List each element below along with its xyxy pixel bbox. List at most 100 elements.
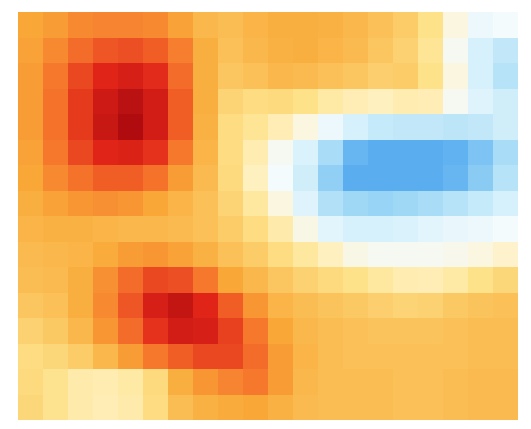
- heatmap-cell: [43, 38, 69, 64]
- heatmap-cell: [143, 369, 169, 395]
- heatmap-cell: [268, 114, 294, 140]
- heatmap-cell: [168, 140, 194, 166]
- heatmap-cell: [493, 318, 518, 344]
- heatmap-cell: [93, 114, 119, 140]
- heatmap-cell: [93, 242, 119, 268]
- heatmap-cell: [18, 191, 44, 217]
- heatmap-cell: [193, 12, 219, 38]
- heatmap-cell: [343, 293, 369, 319]
- heatmap-cell: [143, 38, 169, 64]
- heatmap-cell: [243, 165, 269, 191]
- heatmap-cell: [393, 38, 419, 64]
- heatmap-cell: [68, 344, 94, 370]
- heatmap-cell: [243, 369, 269, 395]
- heatmap-cell: [293, 165, 319, 191]
- heatmap-cell: [343, 369, 369, 395]
- heatmap-cell: [368, 89, 394, 115]
- heatmap-cell: [318, 344, 344, 370]
- heatmap-cell: [18, 89, 44, 115]
- heatmap-cell: [293, 344, 319, 370]
- heatmap-cell: [68, 369, 94, 395]
- heatmap-cell: [343, 344, 369, 370]
- heatmap-cell: [318, 89, 344, 115]
- heatmap-cell: [218, 38, 244, 64]
- heatmap-cell: [43, 114, 69, 140]
- heatmap-cell: [243, 140, 269, 166]
- heatmap-cell: [118, 293, 144, 319]
- heatmap-cell: [493, 38, 518, 64]
- heatmap-cell: [468, 369, 494, 395]
- heatmap-cell: [318, 318, 344, 344]
- heatmap-cell: [418, 395, 444, 421]
- heatmap-cell: [293, 267, 319, 293]
- heatmap-cell: [218, 242, 244, 268]
- heatmap-cell: [43, 63, 69, 89]
- heatmap-cell: [168, 344, 194, 370]
- heatmap-cell: [493, 242, 518, 268]
- heatmap-cell: [468, 191, 494, 217]
- heatmap-cell: [143, 344, 169, 370]
- heatmap-cell: [218, 369, 244, 395]
- heatmap-cell: [243, 114, 269, 140]
- heatmap-cell: [43, 344, 69, 370]
- heatmap-cell: [143, 395, 169, 421]
- heatmap-cell: [243, 395, 269, 421]
- heatmap-cell: [393, 191, 419, 217]
- heatmap-cell: [93, 191, 119, 217]
- heatmap-cell: [18, 242, 44, 268]
- heatmap-cell: [293, 38, 319, 64]
- heatmap-cell: [493, 165, 518, 191]
- heatmap-cell: [468, 318, 494, 344]
- heatmap-cell: [443, 12, 469, 38]
- heatmap-cell: [43, 293, 69, 319]
- heatmap-cell: [293, 293, 319, 319]
- heatmap-cell: [93, 293, 119, 319]
- heatmap-cell: [393, 216, 419, 242]
- heatmap-cell: [368, 267, 394, 293]
- heatmap-cell: [68, 267, 94, 293]
- heatmap-cell: [243, 344, 269, 370]
- heatmap-cell: [68, 165, 94, 191]
- heatmap-cell: [68, 114, 94, 140]
- heatmap-cell: [243, 89, 269, 115]
- heatmap-cell: [118, 242, 144, 268]
- heatmap-cell: [118, 395, 144, 421]
- heatmap-cell: [343, 242, 369, 268]
- heatmap-cell: [18, 38, 44, 64]
- heatmap-cell: [168, 216, 194, 242]
- heatmap-cell: [218, 344, 244, 370]
- heatmap-cell: [268, 89, 294, 115]
- heatmap-cell: [468, 89, 494, 115]
- heatmap-cell: [468, 344, 494, 370]
- heatmap-cell: [68, 12, 94, 38]
- heatmap-cell: [418, 242, 444, 268]
- heatmap-cell: [493, 191, 518, 217]
- heatmap-cell: [293, 191, 319, 217]
- heatmap-cell: [393, 89, 419, 115]
- heatmap-cell: [268, 344, 294, 370]
- heatmap-cell: [43, 318, 69, 344]
- heatmap-cell: [293, 318, 319, 344]
- heatmap-cell: [268, 242, 294, 268]
- heatmap-cell: [268, 191, 294, 217]
- heatmap-cell: [93, 369, 119, 395]
- heatmap-cell: [168, 395, 194, 421]
- heatmap-cell: [193, 191, 219, 217]
- heatmap-cell: [143, 216, 169, 242]
- heatmap-cell: [18, 216, 44, 242]
- heatmap-cell: [468, 114, 494, 140]
- heatmap-cell: [218, 140, 244, 166]
- heatmap-cell: [18, 318, 44, 344]
- heatmap-cell: [193, 242, 219, 268]
- heatmap-cell: [318, 216, 344, 242]
- heatmap-cell: [118, 12, 144, 38]
- heatmap-cell: [418, 38, 444, 64]
- heatmap-cell: [168, 293, 194, 319]
- heatmap-cell: [268, 38, 294, 64]
- heatmap-cell: [143, 318, 169, 344]
- heatmap-cell: [168, 267, 194, 293]
- heatmap-cell: [18, 395, 44, 421]
- heatmap-cell: [68, 191, 94, 217]
- heatmap-cell: [93, 63, 119, 89]
- heatmap-cell: [118, 165, 144, 191]
